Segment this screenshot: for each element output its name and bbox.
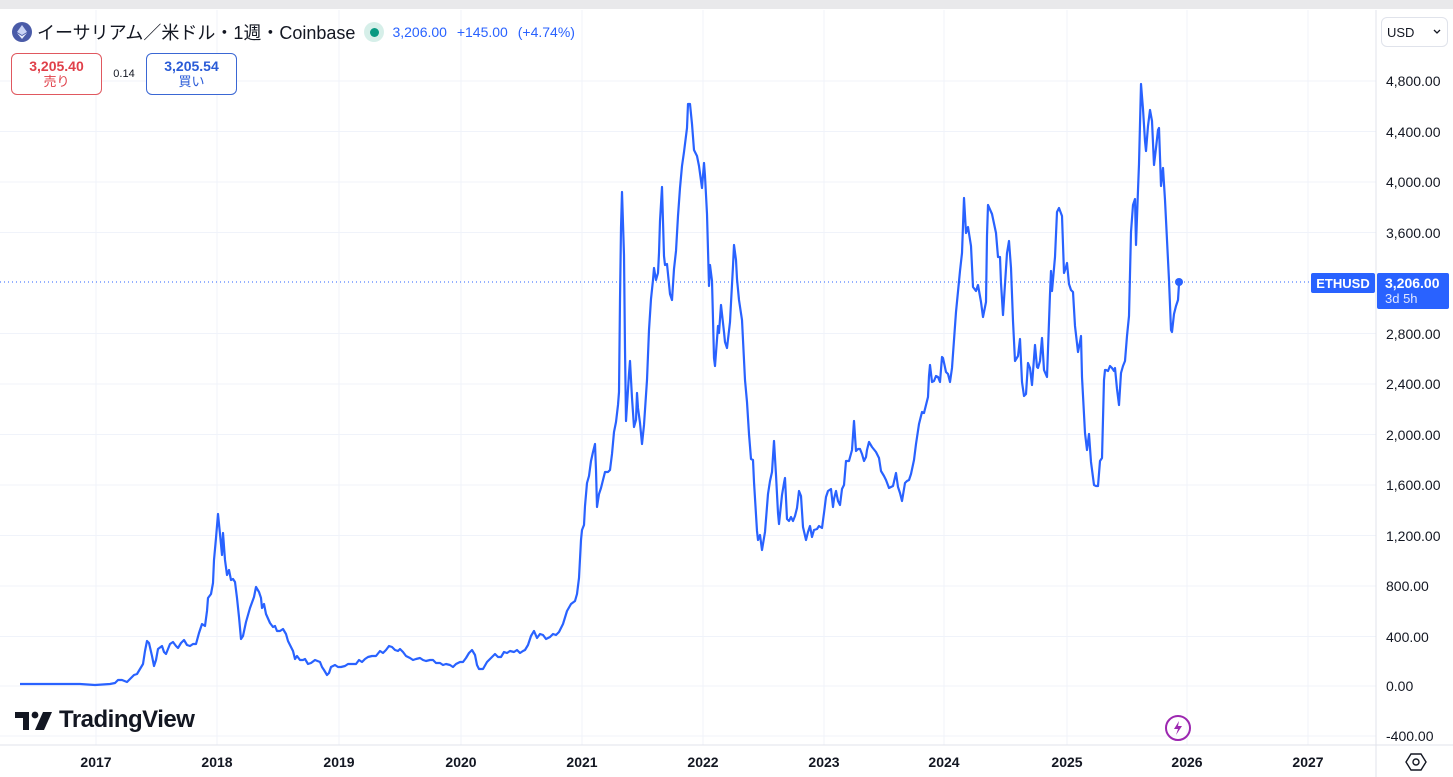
x-tick: 2025 <box>1051 754 1083 770</box>
x-tick: 2017 <box>80 754 112 770</box>
currency-select[interactable]: USD <box>1381 17 1448 47</box>
ethereum-icon <box>12 22 32 42</box>
sell-button[interactable]: 3,205.40 売り <box>11 53 102 95</box>
last-price: 3,206.00 <box>392 24 447 40</box>
y-tick: 0.00 <box>1386 678 1414 694</box>
buy-price: 3,205.54 <box>164 58 219 74</box>
buy-label: 買い <box>178 74 205 89</box>
price-line <box>20 82 1181 687</box>
market-open-indicator <box>364 22 385 42</box>
symbol-price-tag: ETHUSD <box>1311 273 1375 293</box>
x-tick: 2026 <box>1171 754 1203 770</box>
bar-countdown: 3d 5h <box>1385 291 1418 306</box>
y-tick: 2,000.00 <box>1386 426 1441 443</box>
lightning-event-icon[interactable] <box>1165 715 1191 741</box>
price-change-percent: (+4.74%) <box>517 24 575 40</box>
x-tick: 2020 <box>445 754 477 770</box>
x-tick: 2027 <box>1292 754 1324 770</box>
x-tick: 2021 <box>566 754 598 770</box>
chart-settings-button[interactable] <box>1405 751 1427 773</box>
y-tick: 4,400.00 <box>1386 123 1441 140</box>
y-tick: 800.00 <box>1386 578 1429 594</box>
buy-button[interactable]: 3,205.54 買い <box>146 53 237 95</box>
y-tick: 400.00 <box>1386 628 1429 645</box>
y-tick: 2,800.00 <box>1386 325 1441 342</box>
window-top-bar <box>0 0 1453 9</box>
tradingview-logo-icon <box>15 711 52 730</box>
tradingview-logo[interactable]: TradingView <box>15 706 195 734</box>
chevron-down-icon <box>1433 29 1441 34</box>
y-tick: -400.00 <box>1386 728 1434 744</box>
x-tick: 2022 <box>687 754 719 770</box>
tradingview-logo-text: TradingView <box>59 706 195 733</box>
current-price: 3,206.00 <box>1385 275 1440 291</box>
horizontal-gridlines <box>0 80 1376 737</box>
spread-value: 0.14 <box>113 68 135 80</box>
last-price-dot <box>1175 278 1183 286</box>
x-tick: 2019 <box>323 754 355 770</box>
y-tick: 2,400.00 <box>1386 376 1441 392</box>
current-price-tag: 3,206.00 3d 5h <box>1377 273 1449 309</box>
symbol-title: イーサリアム／米ドル・1週・Coinbase <box>37 23 356 43</box>
y-tick: 4,000.00 <box>1386 174 1441 190</box>
y-tick: 1,600.00 <box>1386 477 1441 493</box>
x-tick: 2018 <box>201 754 233 770</box>
y-tick: 4,800.00 <box>1386 73 1441 89</box>
trade-buttons: 3,205.40 売り 0.14 3,205.54 買い <box>11 53 237 95</box>
y-tick: 3,600.00 <box>1386 224 1441 241</box>
y-tick: 1,200.00 <box>1386 527 1441 544</box>
sell-price: 3,205.40 <box>29 58 84 74</box>
x-tick: 2024 <box>928 754 960 770</box>
currency-value: USD <box>1387 24 1415 40</box>
chart-panel <box>0 9 1453 777</box>
vertical-gridlines <box>95 10 1309 745</box>
symbol-legend[interactable]: イーサリアム／米ドル・1週・Coinbase 3,206.00 +145.00 … <box>12 20 581 44</box>
sell-label: 売り <box>43 74 70 89</box>
settings-hexagon-icon <box>1405 753 1427 771</box>
price-change: +145.00 <box>456 24 508 40</box>
x-tick: 2023 <box>808 754 840 770</box>
